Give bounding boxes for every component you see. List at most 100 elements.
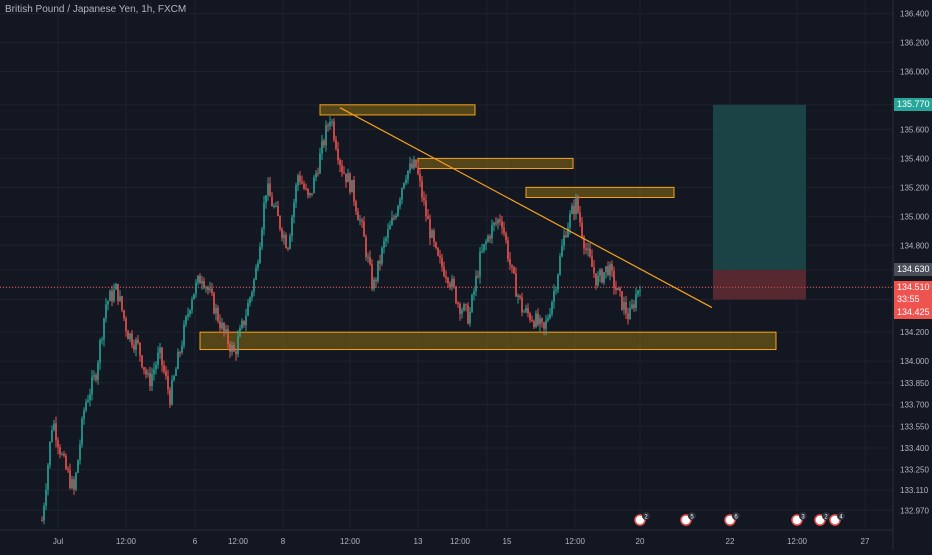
candle-body xyxy=(375,279,377,282)
candle-body xyxy=(157,352,159,365)
candle-body xyxy=(351,179,353,193)
candle-body xyxy=(617,288,619,291)
candle-body xyxy=(233,345,235,352)
candle-body xyxy=(291,217,293,236)
candle-body xyxy=(431,230,433,238)
candle-body xyxy=(337,149,339,161)
candle-body xyxy=(585,248,587,251)
candle-body xyxy=(323,140,325,146)
candle-body xyxy=(97,362,99,380)
candle-body xyxy=(267,183,269,196)
candle-body xyxy=(637,290,639,295)
candle-body xyxy=(331,121,333,123)
candle-body xyxy=(169,389,171,405)
event-badge[interactable]: 5 xyxy=(680,512,696,526)
candle-body xyxy=(229,344,231,352)
candle-body xyxy=(449,283,451,287)
candle-body xyxy=(415,159,417,168)
candle-body xyxy=(605,266,607,273)
candle-body xyxy=(443,266,445,277)
candle-body xyxy=(325,125,327,146)
candle-body xyxy=(571,205,573,214)
candle-body xyxy=(363,221,365,237)
candle-body xyxy=(179,352,181,354)
candle-body xyxy=(141,355,143,368)
time-tick-label: 12:00 xyxy=(787,537,808,546)
candle-body xyxy=(553,290,555,302)
candle-body xyxy=(303,183,305,189)
candle-body xyxy=(591,256,593,267)
candle-body xyxy=(621,291,623,310)
candle-body xyxy=(387,229,389,239)
candle-body xyxy=(53,423,55,431)
candle-body xyxy=(189,310,191,315)
candle-body xyxy=(499,219,501,222)
candle-body xyxy=(445,276,447,279)
candle-body xyxy=(437,247,439,256)
candle-body xyxy=(589,248,591,257)
candle-body xyxy=(579,212,581,223)
candle-body xyxy=(65,455,67,469)
candle-body xyxy=(541,318,543,323)
event-badge[interactable]: 3 xyxy=(791,512,807,526)
candle-body xyxy=(307,188,309,196)
candlestick-series xyxy=(41,116,641,525)
candle-body xyxy=(265,195,267,203)
candle-body xyxy=(91,376,93,395)
candle-body xyxy=(163,365,165,372)
candle-body xyxy=(453,278,455,287)
candle-body xyxy=(273,206,275,208)
candle-body xyxy=(281,229,283,238)
candle-body xyxy=(125,318,127,332)
event-badge[interactable]: 6 xyxy=(724,512,740,526)
candle-body xyxy=(127,331,129,340)
event-badge[interactable]: 2 xyxy=(634,512,650,526)
candle-body xyxy=(149,373,151,387)
candle-body xyxy=(395,215,397,218)
resistance-box-2[interactable] xyxy=(417,157,574,170)
candle-body xyxy=(379,260,381,264)
candle-body xyxy=(521,297,523,313)
candle-body xyxy=(45,489,47,506)
candle-body xyxy=(349,173,351,193)
candle-body xyxy=(237,336,239,355)
price-tick-label: 133.400 xyxy=(900,444,929,453)
event-badge[interactable]: 2 xyxy=(814,512,830,526)
candle-body xyxy=(515,273,517,297)
resistance-box-1[interactable] xyxy=(319,104,476,116)
candle-body xyxy=(471,294,473,312)
candle-body xyxy=(185,316,187,325)
descending-trendline[interactable] xyxy=(339,107,713,309)
candle-body xyxy=(221,322,223,329)
candle-body xyxy=(503,227,505,234)
candle-body xyxy=(369,256,371,265)
event-badge[interactable]: 4 xyxy=(829,512,845,526)
candle-body xyxy=(329,121,331,126)
candle-body xyxy=(67,468,69,471)
candle-body xyxy=(165,371,167,377)
candle-body xyxy=(217,307,219,322)
candle-body xyxy=(199,275,201,284)
candle-body xyxy=(203,281,205,288)
candle-body xyxy=(465,304,467,306)
time-tick-label: 27 xyxy=(861,537,870,546)
resistance-box-3[interactable] xyxy=(525,186,675,198)
candle-body xyxy=(211,288,213,294)
price-tick-label: 135.200 xyxy=(900,183,929,192)
candle-body xyxy=(117,283,119,302)
candle-body xyxy=(59,447,61,455)
candle-body xyxy=(463,304,465,311)
candle-body xyxy=(223,322,225,332)
candle-body xyxy=(345,173,347,183)
candle-body xyxy=(421,180,423,198)
candle-body xyxy=(551,301,553,315)
candle-body xyxy=(383,240,385,248)
candle-body xyxy=(319,153,321,174)
candle-body xyxy=(309,193,311,196)
candle-body xyxy=(81,418,83,445)
candle-body xyxy=(633,304,635,308)
candle-body xyxy=(393,217,395,219)
support-box[interactable] xyxy=(199,331,777,351)
